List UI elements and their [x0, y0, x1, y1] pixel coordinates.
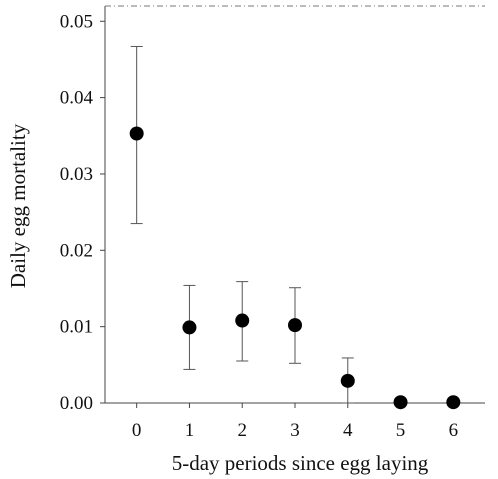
y-tick-label: 0.03	[60, 164, 93, 185]
x-axis-title: 5-day periods since egg laying	[172, 451, 429, 475]
data-point	[446, 395, 461, 410]
x-tick-label: 0	[132, 420, 142, 441]
x-tick-label: 2	[237, 420, 247, 441]
data-point	[340, 373, 355, 388]
x-tick-label: 6	[449, 420, 459, 441]
x-tick-label: 4	[343, 420, 353, 441]
y-axis-title: Daily egg mortality	[6, 123, 30, 288]
x-tick-label: 1	[185, 420, 195, 441]
data-point	[235, 313, 250, 328]
x-tick-group: 0 1 2 3 4 5 6	[132, 403, 458, 441]
y-tick-label: 0.01	[60, 317, 93, 338]
y-tick-label: 0.02	[60, 240, 93, 261]
marker-group	[129, 126, 461, 410]
y-tick-label: 0.05	[60, 11, 93, 32]
x-tick-label: 5	[396, 420, 406, 441]
y-tick-label: 0.00	[60, 393, 93, 414]
y-tick-group: 0.00 0.01 0.02 0.03 0.04 0.05	[60, 11, 105, 414]
x-tick-label: 3	[290, 420, 300, 441]
data-point	[129, 126, 144, 141]
data-point	[288, 318, 302, 333]
data-point	[393, 395, 408, 410]
error-bar-group	[130, 45, 354, 404]
y-tick-label: 0.04	[60, 88, 94, 109]
data-point	[182, 320, 197, 335]
